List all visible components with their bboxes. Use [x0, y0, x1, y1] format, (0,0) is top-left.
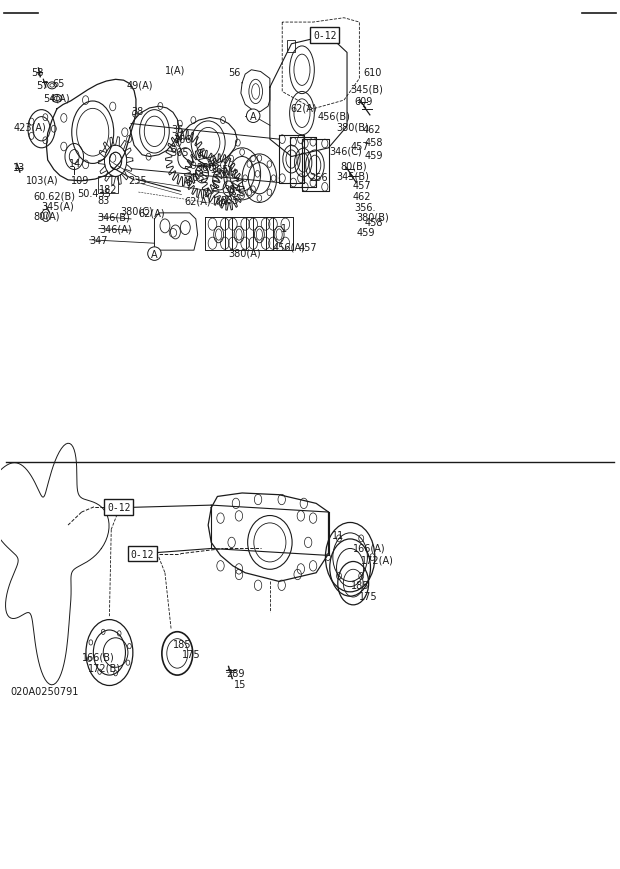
Text: 57: 57	[36, 81, 48, 90]
Text: 365: 365	[170, 148, 189, 158]
Text: 1(A): 1(A)	[165, 66, 185, 76]
Text: 0-12: 0-12	[107, 502, 130, 512]
Text: 346(B): 346(B)	[97, 212, 130, 222]
Text: 185: 185	[173, 639, 192, 649]
Bar	[286, 41, 295, 53]
Text: 80(B): 80(B)	[340, 161, 367, 171]
Text: 365: 365	[211, 165, 229, 176]
Text: 289: 289	[227, 668, 245, 679]
Text: 459: 459	[356, 228, 375, 237]
Text: 0-12: 0-12	[130, 549, 154, 559]
Text: 610: 610	[364, 69, 382, 78]
Text: 346(A): 346(A)	[99, 224, 131, 235]
Text: 13: 13	[12, 163, 25, 173]
Text: 380(B): 380(B)	[356, 212, 389, 222]
Text: 185: 185	[352, 580, 370, 590]
Text: 366: 366	[174, 135, 192, 145]
Text: 020A0250791: 020A0250791	[11, 686, 79, 696]
Text: 459: 459	[365, 150, 383, 161]
Text: 457: 457	[298, 242, 317, 252]
Text: 456(B): 456(B)	[318, 111, 351, 122]
Text: 65: 65	[53, 79, 65, 89]
Text: 58: 58	[31, 68, 43, 77]
Text: 175: 175	[182, 649, 201, 660]
Text: 457: 457	[351, 142, 370, 152]
Text: 172(B): 172(B)	[88, 662, 121, 673]
Text: A: A	[151, 249, 157, 259]
Text: 36: 36	[172, 124, 184, 135]
Bar	[99, 176, 118, 194]
Text: 15: 15	[234, 679, 246, 689]
Text: 235: 235	[128, 176, 147, 186]
Text: 360: 360	[197, 163, 215, 173]
Text: 462: 462	[363, 124, 381, 135]
Text: 364: 364	[224, 184, 242, 195]
Text: 609: 609	[355, 96, 373, 107]
Text: 103(A): 103(A)	[26, 176, 59, 186]
Text: 458: 458	[365, 218, 383, 229]
Text: 80(A): 80(A)	[33, 211, 60, 222]
Text: 256: 256	[309, 173, 327, 183]
Text: 380(A): 380(A)	[228, 249, 260, 258]
Text: A: A	[250, 111, 257, 122]
Text: 457: 457	[353, 181, 371, 191]
Text: 62(A): 62(A)	[138, 209, 165, 219]
Text: 0-12: 0-12	[313, 31, 337, 41]
Text: 60.62(B): 60.62(B)	[33, 191, 76, 202]
Text: 83: 83	[97, 196, 109, 206]
Text: 49(A): 49(A)	[126, 81, 153, 90]
Text: 462: 462	[353, 192, 371, 202]
Text: 56: 56	[229, 69, 241, 78]
Text: 14: 14	[69, 159, 82, 169]
Text: 38: 38	[131, 106, 143, 116]
Text: 456(A): 456(A)	[273, 242, 306, 252]
Text: 458: 458	[365, 137, 383, 148]
Text: 62(A): 62(A)	[290, 103, 317, 114]
Text: 347: 347	[90, 235, 108, 245]
Text: 182: 182	[99, 184, 117, 195]
Text: 380(B): 380(B)	[337, 122, 370, 132]
Text: 345(B): 345(B)	[337, 171, 370, 182]
Text: 166(B): 166(B)	[82, 651, 114, 661]
Text: 365: 365	[221, 196, 239, 206]
Text: 11: 11	[332, 531, 344, 541]
Text: 1: 1	[281, 224, 287, 235]
Text: 172(A): 172(A)	[361, 555, 394, 565]
Text: 356.: 356.	[355, 202, 376, 213]
Text: 345(B): 345(B)	[350, 85, 383, 95]
Text: 62(A): 62(A)	[184, 196, 211, 207]
Text: 50.435: 50.435	[77, 189, 110, 199]
Text: 109: 109	[71, 176, 89, 186]
Text: 175: 175	[359, 592, 378, 601]
Text: 345(A): 345(A)	[41, 201, 74, 211]
Text: 346(C): 346(C)	[330, 146, 363, 156]
Text: 54(A): 54(A)	[43, 93, 69, 103]
Text: 423(A): 423(A)	[14, 122, 46, 132]
Text: 380(C): 380(C)	[120, 206, 153, 216]
Text: 365: 365	[187, 173, 205, 183]
Text: 166(A): 166(A)	[353, 543, 386, 553]
